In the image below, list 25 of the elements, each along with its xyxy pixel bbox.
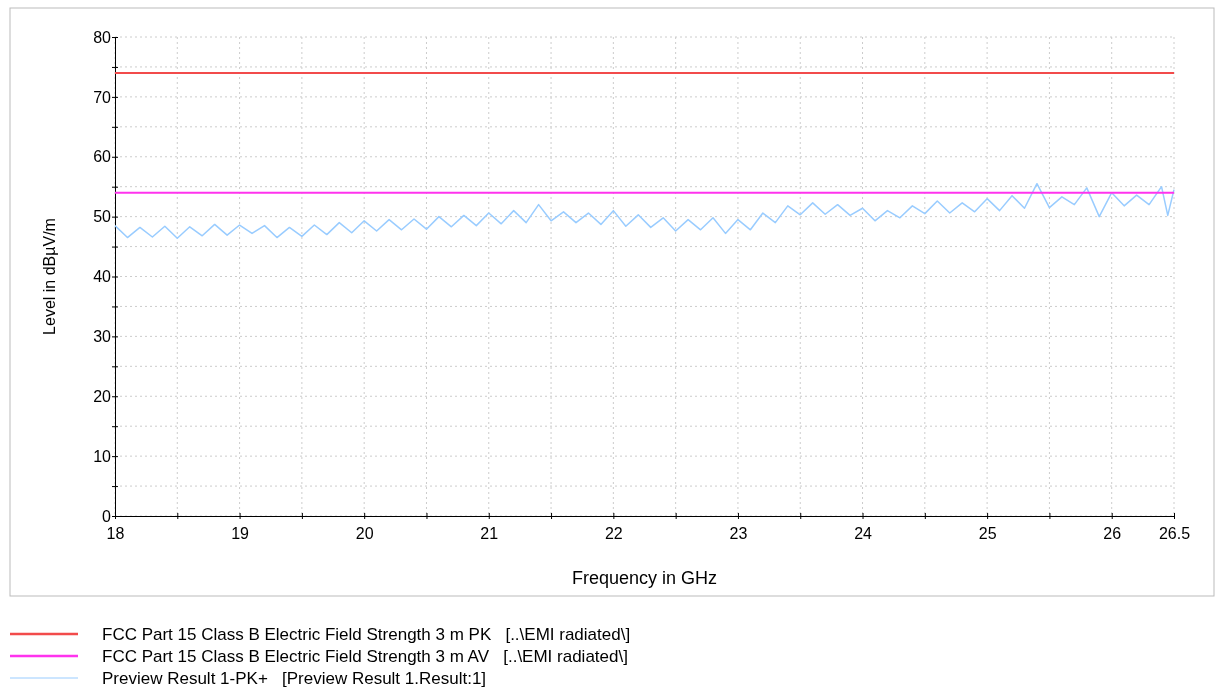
x-tick-label: 23 [729, 525, 748, 543]
y-tick-label: 20 [93, 387, 112, 405]
line-series [114, 182, 1175, 239]
y-tick-label: 40 [93, 268, 112, 286]
y-tick-label: 80 [93, 28, 112, 46]
y-tick-label: 30 [93, 327, 112, 345]
legend-label: FCC Part 15 Class B Electric Field Strength 3 m AV [..\EMI radiated\] [102, 647, 628, 666]
y-axis-title: Level in dBµV/m [41, 218, 58, 335]
x-tick-label: 22 [604, 525, 623, 543]
x-tick-label: 19 [231, 525, 250, 543]
y-tick-label: 50 [93, 208, 112, 226]
x-tick-label: 21 [480, 525, 499, 543]
x-tick-label: 20 [355, 525, 374, 543]
x-tick-label: 25 [978, 525, 997, 543]
y-tick-label: 60 [93, 148, 112, 166]
x-axis-title: Frequency in GHz [571, 568, 718, 588]
legend-label: FCC Part 15 Class B Electric Field Strength 3 m PK [..\EMI radiated\] [102, 625, 631, 644]
y-tick-label: 0 [102, 507, 112, 525]
y-tick-label: 70 [93, 88, 112, 106]
x-tick-label: 26 [1103, 525, 1122, 543]
x-tick-label: 24 [854, 525, 873, 543]
x-tick-label: 26.5 [1158, 525, 1191, 543]
legend-label: Preview Result 1-PK+ [Preview Result 1.Result:1] [102, 669, 487, 688]
x-tick-label: 18 [106, 525, 125, 543]
y-tick-label: 10 [93, 447, 112, 465]
